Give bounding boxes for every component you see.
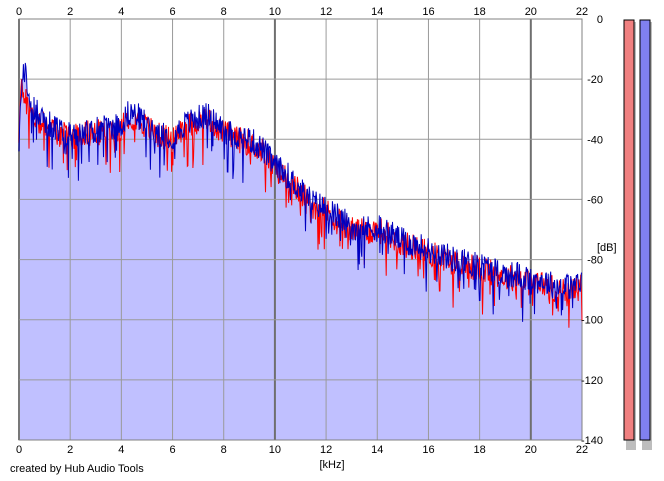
x-tick-label-bottom: 6 xyxy=(169,444,175,456)
x-tick-label-bottom: 2 xyxy=(67,444,73,456)
x-tick-label-bottom: 0 xyxy=(16,444,22,456)
x-tick-label-top: 4 xyxy=(118,6,124,18)
x-tick-label-top: 6 xyxy=(169,6,175,18)
y-tick-label: -60 xyxy=(587,194,603,206)
x-tick-label-top: 2 xyxy=(67,6,73,18)
y-tick-label: -120 xyxy=(581,375,603,387)
x-tick-label-bottom: 18 xyxy=(474,444,486,456)
y-tick-label: -80 xyxy=(587,255,603,267)
y-tick-label: -140 xyxy=(581,435,603,447)
y-tick-label: -40 xyxy=(587,134,603,146)
x-tick-label-top: 18 xyxy=(474,6,486,18)
x-tick-label-top: 14 xyxy=(371,6,383,18)
x-tick-label-bottom: 14 xyxy=(371,444,383,456)
x-tick-label-bottom: 4 xyxy=(118,444,124,456)
x-tick-label-top: 8 xyxy=(221,6,227,18)
plot-border xyxy=(18,18,583,441)
y-tick-label: -100 xyxy=(581,315,603,327)
y-axis-label: [dB] xyxy=(597,242,617,254)
x-tick-label-bottom: 10 xyxy=(269,444,281,456)
x-tick-label-bottom: 8 xyxy=(221,444,227,456)
x-tick-label-top: 10 xyxy=(269,6,281,18)
level-meters xyxy=(623,19,652,450)
series-line-layer xyxy=(18,62,583,328)
x-tick-label-top: 20 xyxy=(525,6,537,18)
credit-text: created by Hub Audio Tools xyxy=(10,463,144,475)
series-line-2 xyxy=(18,62,583,322)
x-axis-label: [kHz] xyxy=(319,459,344,471)
left-channel-meter xyxy=(623,19,635,441)
x-tick-label-top: 0 xyxy=(16,6,22,18)
x-tick-label-bottom: 16 xyxy=(422,444,434,456)
grid-layer xyxy=(18,18,583,441)
x-tick-label-bottom: 20 xyxy=(525,444,537,456)
y-tick-label: 0 xyxy=(597,14,603,26)
x-tick-label-top: 12 xyxy=(320,6,332,18)
tick-layer: 002244668810101212141416161818202022220-… xyxy=(16,6,603,456)
x-tick-label-bottom: 12 xyxy=(320,444,332,456)
y-tick-label: -20 xyxy=(587,74,603,86)
x-tick-label-bottom: 22 xyxy=(576,444,588,456)
x-tick-label-top: 22 xyxy=(576,6,588,18)
x-tick-label-top: 16 xyxy=(422,6,434,18)
right-channel-meter xyxy=(639,19,651,441)
